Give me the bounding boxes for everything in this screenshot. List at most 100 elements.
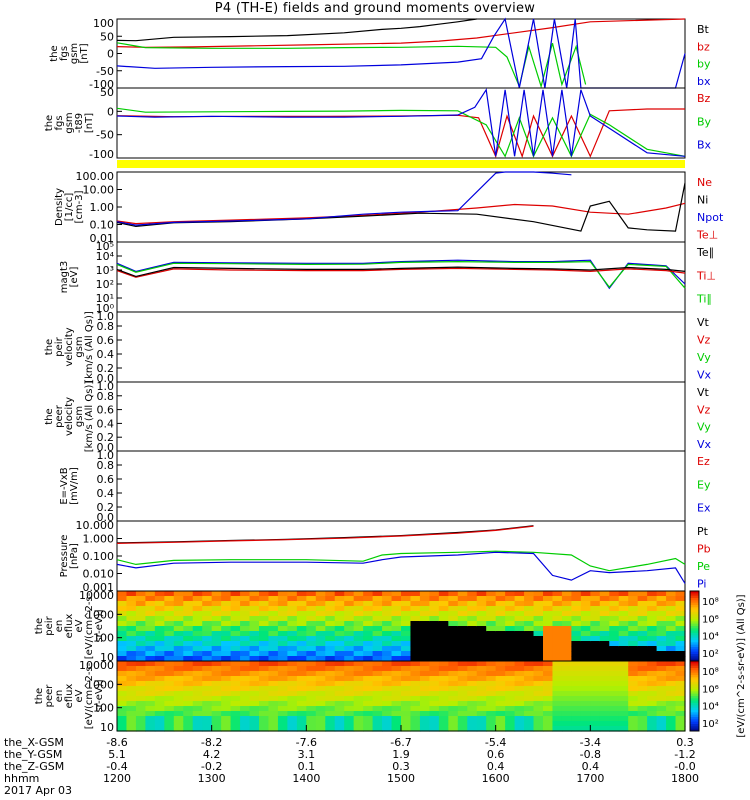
spectrogram-cell <box>476 721 487 727</box>
spectrogram-cell <box>410 636 421 642</box>
colorbar-step <box>690 689 699 692</box>
spectrogram-cell <box>637 661 648 667</box>
spectrogram-cell <box>296 621 307 627</box>
x-axis-value: -5.4 <box>485 736 506 749</box>
spectrogram-cell <box>183 591 194 597</box>
y-tick-label: 0.2 <box>97 501 115 514</box>
spectrogram-cell <box>382 591 393 597</box>
y-tick-label: 0.010 <box>83 568 115 581</box>
spectrogram-cell <box>666 701 677 707</box>
spectrogram-cell <box>192 611 203 617</box>
spectrogram-cell <box>192 691 203 697</box>
y-tick-label: 0.100 <box>83 550 115 563</box>
colorbar-step <box>690 707 699 711</box>
spectrogram-cell <box>467 646 478 652</box>
spectrogram-cell <box>126 701 137 707</box>
spectrogram-cell <box>647 621 658 627</box>
spectrogram-cell <box>296 716 307 722</box>
spectrogram-cell <box>344 671 355 677</box>
spectrogram-cell <box>183 596 194 602</box>
spectrogram-cell <box>344 666 355 672</box>
spectrogram-cell <box>192 681 203 687</box>
spectrogram-cell <box>524 696 535 702</box>
spectrogram-cell <box>287 676 298 682</box>
spectrogram-cell <box>486 666 497 672</box>
spectrogram-cell <box>382 686 393 692</box>
spectrogram-cell <box>344 646 355 652</box>
spectrogram-cell <box>486 621 497 627</box>
spectrogram-cell <box>419 611 430 617</box>
spectrogram-cell <box>240 721 251 727</box>
spectrogram-cell <box>628 626 639 632</box>
spectrogram-cell <box>344 681 355 687</box>
spectrogram-cell <box>277 726 288 732</box>
spectrogram-cell <box>448 676 459 682</box>
spectrogram-cell <box>656 676 667 682</box>
spectrogram-cell <box>457 591 468 597</box>
spectrogram-cell <box>230 696 241 702</box>
spectrogram-cell <box>315 601 326 607</box>
spectrogram-cell <box>259 701 270 707</box>
spectrogram-cell <box>429 621 440 627</box>
y-tick-label: 1.0 <box>97 449 115 462</box>
spectrogram-cell <box>154 616 165 622</box>
spectrogram-cell <box>524 611 535 617</box>
spectrogram-cell <box>277 691 288 697</box>
spectrogram-cell <box>599 591 610 597</box>
spectrogram-cell <box>315 631 326 637</box>
spectrogram-cell <box>609 596 620 602</box>
spectrogram-cell <box>571 716 582 722</box>
spectrogram-cell <box>438 651 449 657</box>
spectrogram-cell <box>315 641 326 647</box>
spectrogram-cell <box>552 621 563 627</box>
colorbar-step <box>690 693 699 697</box>
spectrogram-cell <box>467 681 478 687</box>
spectrogram-cell <box>230 726 241 732</box>
spectrogram-cell <box>675 691 686 697</box>
spectrogram-cell <box>249 621 260 627</box>
spectrogram-cell <box>543 686 554 692</box>
spectrogram-cell <box>656 671 667 677</box>
spectrogram-cell <box>599 686 610 692</box>
spectrogram-cell <box>410 611 421 617</box>
spectrogram-cell <box>637 646 648 652</box>
spectrogram-cell <box>259 661 270 667</box>
spectrogram-cell <box>656 606 667 612</box>
spectrogram-cell <box>173 696 184 702</box>
spectrogram-cell <box>524 651 535 657</box>
spectrogram-cell <box>524 671 535 677</box>
spectrogram-cell <box>599 656 610 662</box>
spectrogram-cell <box>126 616 137 622</box>
colorbar-step <box>690 593 699 597</box>
spectrogram-cell <box>173 651 184 657</box>
spectrogram-cell <box>524 666 535 672</box>
spectrogram-cell <box>117 686 128 692</box>
spectrogram-cell <box>656 706 667 712</box>
spectrogram-cell <box>192 606 203 612</box>
spectrogram-cell <box>135 666 146 672</box>
spectrogram-cell <box>476 691 487 697</box>
y-tick-label: 1000 <box>86 608 114 621</box>
spectrogram-cell <box>117 591 128 597</box>
spectrogram-cell <box>363 651 374 657</box>
spectrogram-cell <box>656 611 667 617</box>
spectrogram-cell <box>457 691 468 697</box>
spectrogram-cell <box>637 626 648 632</box>
spectrogram-cell <box>580 656 591 662</box>
spectrogram-cell <box>334 681 345 687</box>
colorbar-step <box>690 705 699 709</box>
y-tick-label: 0 <box>107 48 114 61</box>
spectrogram-cell <box>192 711 203 717</box>
spectrogram-cell <box>277 701 288 707</box>
spectrogram-cell <box>571 656 582 662</box>
spectrogram-cell <box>524 711 535 717</box>
spectrogram-cell <box>135 626 146 632</box>
spectrogram-cell <box>666 636 677 642</box>
spectrogram-cell <box>675 666 686 672</box>
spectrogram-cell <box>363 681 374 687</box>
series-Pe <box>116 550 686 572</box>
y-axis-label-line: eV <box>74 619 85 632</box>
spectrogram-cell <box>410 591 421 597</box>
spectrogram-cell <box>438 686 449 692</box>
